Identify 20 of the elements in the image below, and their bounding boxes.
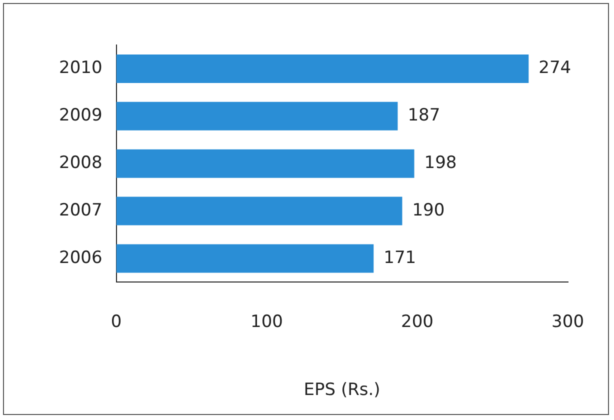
data-label: 190 bbox=[412, 200, 445, 220]
bar bbox=[116, 196, 402, 226]
y-tick-label: 2009 bbox=[59, 106, 102, 126]
x-tick-label: 0 bbox=[110, 312, 122, 332]
data-label: 171 bbox=[384, 248, 416, 268]
x-tick-label: 300 bbox=[552, 312, 584, 332]
y-tick-label: 2008 bbox=[59, 153, 102, 174]
bar bbox=[116, 102, 398, 130]
bar bbox=[116, 244, 374, 273]
y-tick-label: 2006 bbox=[59, 248, 102, 268]
y-tick-label: 2010 bbox=[59, 58, 102, 78]
data-label: 198 bbox=[424, 153, 457, 174]
x-axis-title: EPS (Rs.) bbox=[304, 380, 380, 400]
data-label: 187 bbox=[408, 106, 440, 126]
x-tick-label: 200 bbox=[401, 312, 434, 332]
y-tick-label: 2007 bbox=[59, 200, 102, 220]
bar bbox=[116, 149, 414, 178]
bar bbox=[116, 54, 529, 83]
data-label: 274 bbox=[538, 58, 572, 78]
x-tick-label: 100 bbox=[250, 312, 283, 332]
